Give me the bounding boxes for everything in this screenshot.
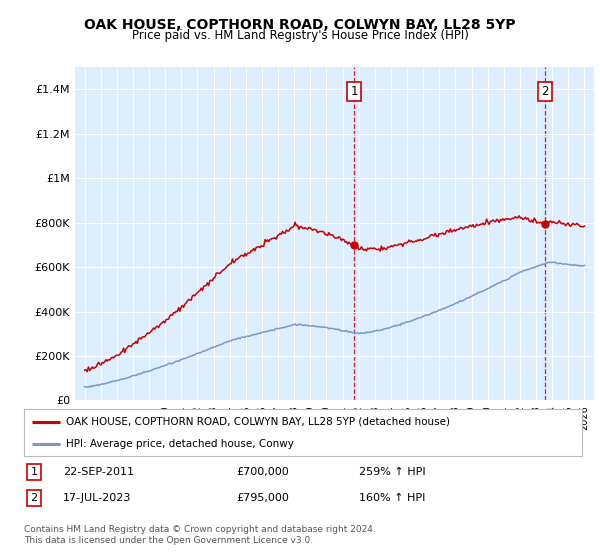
Text: 1: 1 — [350, 85, 358, 98]
Text: HPI: Average price, detached house, Conwy: HPI: Average price, detached house, Conw… — [66, 438, 294, 449]
Text: 2: 2 — [541, 85, 548, 98]
Text: £700,000: £700,000 — [236, 467, 289, 477]
Text: 17-JUL-2023: 17-JUL-2023 — [63, 493, 131, 503]
Text: 259% ↑ HPI: 259% ↑ HPI — [359, 467, 425, 477]
Text: 160% ↑ HPI: 160% ↑ HPI — [359, 493, 425, 503]
Text: OAK HOUSE, COPTHORN ROAD, COLWYN BAY, LL28 5YP: OAK HOUSE, COPTHORN ROAD, COLWYN BAY, LL… — [84, 18, 516, 32]
Text: 1: 1 — [31, 467, 38, 477]
Text: 2: 2 — [31, 493, 38, 503]
Text: £795,000: £795,000 — [236, 493, 289, 503]
Text: OAK HOUSE, COPTHORN ROAD, COLWYN BAY, LL28 5YP (detached house): OAK HOUSE, COPTHORN ROAD, COLWYN BAY, LL… — [66, 417, 450, 427]
Text: Contains HM Land Registry data © Crown copyright and database right 2024.
This d: Contains HM Land Registry data © Crown c… — [24, 525, 376, 545]
Text: 22-SEP-2011: 22-SEP-2011 — [63, 467, 134, 477]
Text: Price paid vs. HM Land Registry's House Price Index (HPI): Price paid vs. HM Land Registry's House … — [131, 29, 469, 42]
